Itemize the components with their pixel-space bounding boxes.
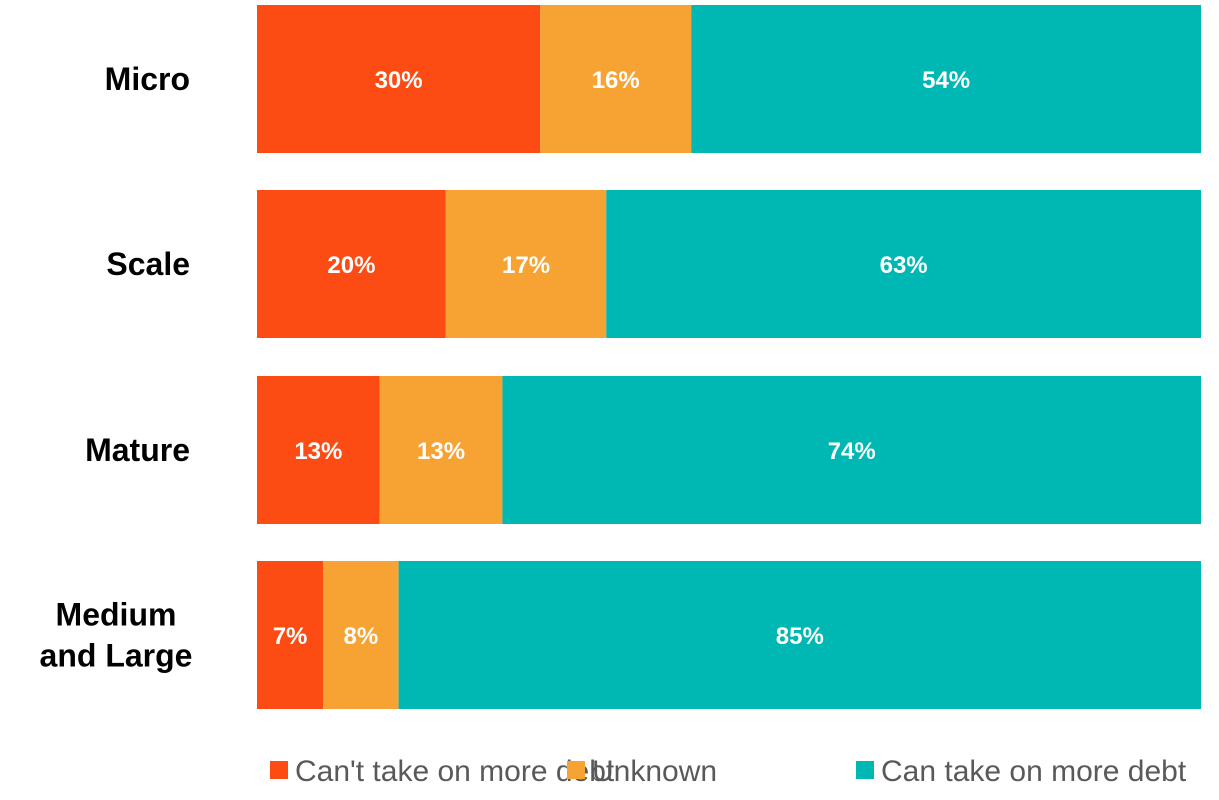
bar-segment	[691, 5, 1201, 153]
bar-segment	[257, 5, 541, 153]
category-label: Micro	[105, 61, 190, 97]
data-label: 13%	[294, 438, 342, 465]
legend-label: Unknown	[592, 755, 717, 788]
data-label: 30%	[375, 67, 423, 94]
bar-segment	[323, 561, 399, 709]
data-label: 63%	[880, 252, 928, 279]
bar-segment	[257, 376, 380, 524]
data-labels: 30% 16% 54% 20% 17% 63% 13% 13% 74% 7% 8% 85%	[273, 67, 970, 650]
category-label: Medium and Large	[40, 597, 193, 674]
category-label: Scale	[106, 246, 190, 282]
data-label: 16%	[592, 67, 640, 94]
data-label: 54%	[922, 67, 970, 94]
bar-segment	[502, 376, 1201, 524]
bar-segment	[379, 376, 503, 524]
data-label: 8%	[343, 623, 378, 650]
legend-label: Can't take on more debt	[295, 755, 615, 788]
bars	[257, 5, 1202, 709]
bar-segment	[257, 561, 324, 709]
category-labels: Micro Scale Mature Medium and Large	[40, 61, 193, 674]
category-label: Mature	[85, 432, 190, 468]
legend-swatch	[567, 761, 585, 779]
data-label: 17%	[502, 252, 550, 279]
data-label: 85%	[776, 623, 824, 650]
data-label: 74%	[828, 438, 876, 465]
bar-segment	[606, 190, 1201, 338]
data-label: 13%	[417, 438, 465, 465]
bar-segment	[257, 190, 446, 338]
bar-segment	[540, 5, 692, 153]
data-label: 20%	[327, 252, 375, 279]
bar-segment	[398, 561, 1202, 709]
legend-swatch	[856, 761, 874, 779]
legend-swatch	[270, 761, 288, 779]
data-label: 7%	[273, 623, 308, 650]
bar-segment	[445, 190, 607, 338]
legend-label: Can take on more debt	[881, 755, 1187, 788]
